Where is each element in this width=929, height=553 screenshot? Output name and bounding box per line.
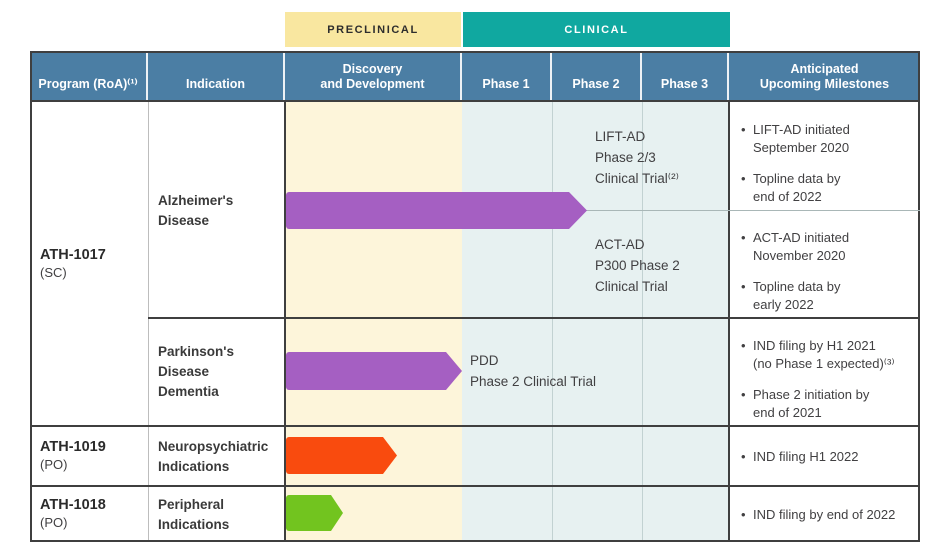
- gridline-phase3-milestones: [728, 102, 730, 540]
- separator-alzheimers-pdd: [148, 317, 920, 319]
- program-ath1017-roa: (SC): [40, 265, 67, 280]
- gridline-phase2-phase3: [642, 102, 643, 540]
- separator-ath1017-ath1019: [30, 425, 920, 427]
- clinical-banner: CLINICAL: [463, 12, 730, 47]
- separator-ath1019-ath1018: [30, 485, 920, 487]
- header-phase-2: Phase 2: [552, 53, 642, 100]
- program-ath1017: ATH-1017: [40, 247, 106, 263]
- header-milestones: Anticipated Upcoming Milestones: [759, 62, 890, 91]
- gridline-indication-discovery: [284, 102, 286, 540]
- milestone-item: IND filing H1 2022: [741, 448, 917, 466]
- indication-alzheimers: Alzheimer's Disease: [158, 193, 234, 228]
- preclinical-banner: PRECLINICAL: [285, 12, 461, 47]
- arrow-ath1017-pdd: [286, 352, 462, 390]
- program-ath1019-roa: (PO): [40, 457, 68, 472]
- program-ath1019: ATH-1019: [40, 439, 106, 455]
- milestone-item: Phase 2 initiation by end of 2021: [741, 386, 917, 422]
- header-phase-1: Phase 1: [462, 53, 552, 100]
- clinical-columns-band: [462, 102, 728, 540]
- indication-peripheral: Peripheral Indications: [158, 497, 230, 532]
- milestone-item: ACT-AD initiated November 2020: [741, 229, 913, 265]
- trial-label-liftad: LIFT-AD Phase 2/3 Clinical Trial⁽²⁾: [595, 129, 679, 186]
- header-program: Program (RoA)⁽¹⁾: [30, 53, 148, 100]
- milestones-actad: ACT-AD initiated November 2020 Topline d…: [741, 229, 913, 314]
- milestones-ath1018: IND filing by end of 2022: [741, 506, 917, 524]
- table-header-row: Program (RoA)⁽¹⁾ Indication Discovery an…: [30, 51, 920, 102]
- trial-label-actad: ACT-AD P300 Phase 2 Clinical Trial: [595, 237, 680, 294]
- arrow-ath1017-alzheimers: [286, 192, 587, 229]
- milestone-item: LIFT-AD initiated September 2020: [741, 121, 913, 157]
- arrow-ath1019: [286, 437, 397, 474]
- separator-liftad-actad: [586, 210, 920, 211]
- milestone-item: Topline data by end of 2022: [741, 170, 913, 206]
- indication-pdd: Parkinson's Disease Dementia: [158, 344, 234, 399]
- milestones-pdd: IND filing by H1 2021 (no Phase 1 expect…: [741, 337, 917, 422]
- milestones-liftad: LIFT-AD initiated September 2020 Topline…: [741, 121, 913, 206]
- milestone-item: IND filing by end of 2022: [741, 506, 917, 524]
- discovery-column-band: [286, 102, 462, 540]
- program-ath1018-roa: (PO): [40, 515, 68, 530]
- milestones-ath1019: IND filing H1 2022: [741, 448, 917, 466]
- gridline-program-indication: [148, 102, 149, 540]
- header-discovery: Discovery and Development: [285, 53, 462, 100]
- table-bottom-border: [30, 540, 920, 542]
- header-phase-3: Phase 3: [642, 53, 729, 100]
- header-indication: Indication: [148, 53, 285, 100]
- gridline-phase1-phase2: [552, 102, 553, 540]
- indication-neuropsychiatric: Neuropsychiatric Indications: [158, 439, 269, 474]
- program-ath1018: ATH-1018: [40, 497, 106, 513]
- trial-label-pdd: PDD Phase 2 Clinical Trial: [470, 353, 597, 389]
- milestone-item: Topline data by early 2022: [741, 278, 913, 314]
- table-right-border: [918, 51, 920, 542]
- arrow-ath1018: [286, 495, 343, 531]
- table-left-border: [30, 51, 32, 542]
- milestone-item: IND filing by H1 2021 (no Phase 1 expect…: [741, 337, 917, 373]
